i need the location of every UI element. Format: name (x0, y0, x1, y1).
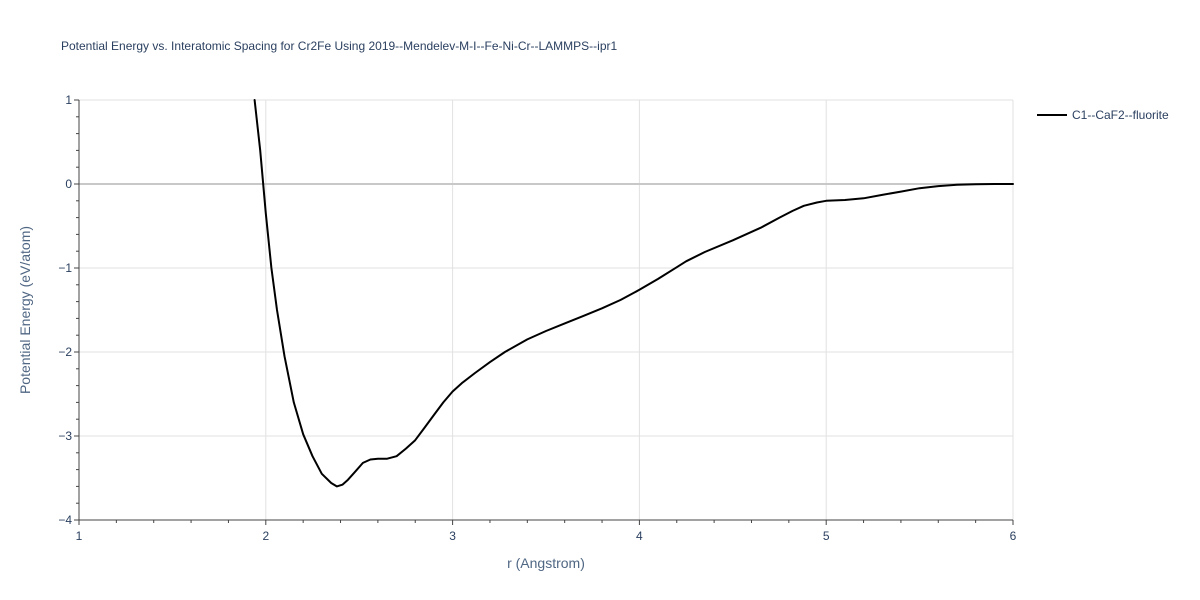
chart-title: Potential Energy vs. Interatomic Spacing… (61, 39, 617, 53)
x-tick-label: 2 (262, 529, 269, 543)
x-tick-label: 5 (823, 529, 830, 543)
legend-label: C1--CaF2--fluorite (1072, 108, 1169, 122)
series-layer (253, 99, 1014, 488)
x-tick-label: 1 (76, 529, 83, 543)
legend[interactable]: C1--CaF2--fluorite (1037, 108, 1169, 122)
y-tick-label: 0 (65, 177, 72, 191)
x-tick-label: 6 (1010, 529, 1017, 543)
y-tick-label: −1 (58, 261, 72, 275)
grid (79, 99, 1014, 520)
axes (74, 99, 1014, 525)
x-tick-label: 3 (449, 529, 456, 543)
y-tick-label: −3 (58, 429, 72, 443)
x-tick-label: 4 (636, 529, 643, 543)
y-tick-label: −4 (58, 513, 72, 527)
y-tick-label: 1 (65, 93, 72, 107)
y-tick-label: −2 (58, 345, 72, 359)
series-line (253, 99, 1014, 488)
x-axis-title: r (Angstrom) (507, 555, 585, 571)
tick-labels: 1 2 3 4 5 6 1 0 −1 −2 −3 −4 (58, 93, 1016, 543)
y-axis-title: Potential Energy (eV/atom) (17, 226, 33, 394)
